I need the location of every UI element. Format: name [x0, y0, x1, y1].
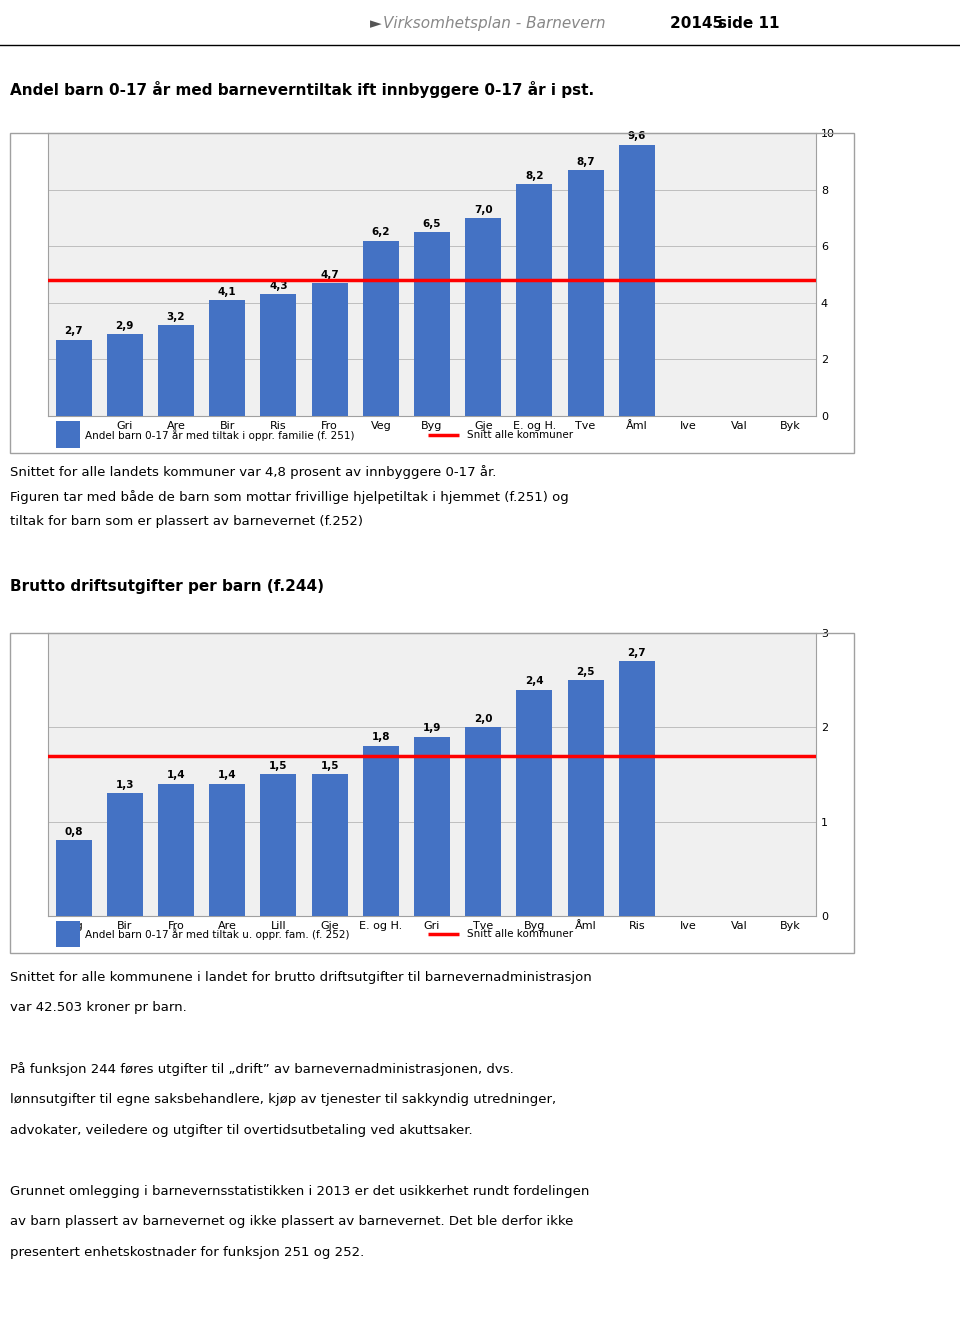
Bar	[158, 325, 194, 416]
Text: Snitt alle kommuner: Snitt alle kommuner	[467, 929, 573, 940]
Text: 7,0: 7,0	[474, 205, 492, 215]
Text: På funksjon 244 føres utgifter til „drift” av barnevernadministrasjonen, dvs.: På funksjon 244 føres utgifter til „drif…	[10, 1062, 514, 1076]
Bar	[414, 232, 450, 416]
Bar	[466, 728, 501, 916]
Text: Figuren tar med både de barn som mottar frivillige hjelpetiltak i hjemmet (f.251: Figuren tar med både de barn som mottar …	[10, 491, 568, 504]
Text: 4,7: 4,7	[321, 269, 339, 280]
Bar	[312, 283, 348, 416]
Text: 20145: 20145	[670, 16, 729, 31]
Text: 1,3: 1,3	[115, 780, 134, 789]
Text: 6,5: 6,5	[422, 219, 442, 229]
Bar	[466, 219, 501, 416]
Bar	[516, 689, 552, 916]
Text: 1,5: 1,5	[269, 761, 288, 770]
Text: var 42.503 kroner pr barn.: var 42.503 kroner pr barn.	[10, 1001, 186, 1014]
Text: 2,7: 2,7	[628, 648, 646, 657]
Text: Andel barn 0-17 år med tiltak u. oppr. fam. (f. 252): Andel barn 0-17 år med tiltak u. oppr. f…	[84, 929, 349, 940]
Text: 9,6: 9,6	[628, 131, 646, 141]
Text: Andel barn 0-17 år med barneverntiltak ift innbyggere 0-17 år i pst.: Andel barn 0-17 år med barneverntiltak i…	[10, 81, 593, 99]
Bar	[56, 840, 91, 916]
Bar	[414, 737, 450, 916]
Text: Andel barn 0-17 år med tiltak i oppr. familie (f. 251): Andel barn 0-17 år med tiltak i oppr. fa…	[84, 429, 354, 440]
Text: Brutto driftsutgifter per barn (f.244): Brutto driftsutgifter per barn (f.244)	[10, 579, 324, 595]
Text: 0,8: 0,8	[64, 826, 83, 837]
Bar	[363, 746, 398, 916]
Text: 1,4: 1,4	[218, 770, 236, 780]
Bar	[56, 340, 91, 416]
Bar	[363, 241, 398, 416]
Text: 2,0: 2,0	[474, 713, 492, 724]
Text: ►: ►	[370, 16, 382, 31]
Text: 2,5: 2,5	[576, 666, 595, 677]
Text: 1,5: 1,5	[321, 761, 339, 770]
Bar	[619, 661, 655, 916]
Text: 1,9: 1,9	[422, 722, 442, 733]
Bar	[158, 784, 194, 916]
Bar	[107, 335, 143, 416]
Bar	[567, 171, 604, 416]
Text: 2,9: 2,9	[115, 320, 134, 331]
Text: tiltak for barn som er plassert av barnevernet (f.252): tiltak for barn som er plassert av barne…	[10, 516, 363, 528]
Bar	[312, 774, 348, 916]
Text: 8,2: 8,2	[525, 171, 543, 181]
Text: lønnsutgifter til egne saksbehandlere, kjøp av tjenester til sakkyndig utredning: lønnsutgifter til egne saksbehandlere, k…	[10, 1093, 556, 1106]
Bar	[209, 784, 245, 916]
Text: 6,2: 6,2	[372, 228, 390, 237]
Bar	[516, 184, 552, 416]
Text: 1,8: 1,8	[372, 732, 390, 742]
Text: Snittet for alle landets kommuner var 4,8 prosent av innbyggere 0-17 år.: Snittet for alle landets kommuner var 4,…	[10, 465, 496, 480]
Text: 3,2: 3,2	[167, 312, 185, 323]
Text: presentert enhetskostnader for funksjon 251 og 252.: presentert enhetskostnader for funksjon …	[10, 1246, 364, 1258]
Text: 4,1: 4,1	[218, 287, 236, 297]
Bar	[107, 793, 143, 916]
Bar	[260, 295, 297, 416]
Bar	[260, 774, 297, 916]
Bar	[209, 300, 245, 416]
Text: 2,7: 2,7	[64, 327, 83, 336]
Text: Snitt alle kommuner: Snitt alle kommuner	[467, 429, 573, 440]
Bar	[56, 921, 81, 948]
Bar	[619, 144, 655, 416]
Text: 1,4: 1,4	[167, 770, 185, 780]
Text: Snittet for alle kommunene i landet for brutto driftsutgifter til barnevernadmin: Snittet for alle kommunene i landet for …	[10, 970, 591, 984]
Text: 8,7: 8,7	[576, 157, 595, 167]
Text: 4,3: 4,3	[269, 281, 288, 291]
Text: Grunnet omlegging i barnevernsstatistikken i 2013 er det usikkerhet rundt fordel: Grunnet omlegging i barnevernsstatistikk…	[10, 1185, 589, 1198]
Bar	[56, 421, 81, 448]
Text: side 11: side 11	[718, 16, 780, 31]
Text: 2,4: 2,4	[525, 676, 543, 686]
Text: Virksomhetsplan - Barnevern: Virksomhetsplan - Barnevern	[383, 16, 611, 31]
Text: advokater, veiledere og utgifter til overtidsutbetaling ved akuttsaker.: advokater, veiledere og utgifter til ove…	[10, 1124, 472, 1137]
Bar	[567, 680, 604, 916]
Text: av barn plassert av barnevernet og ikke plassert av barnevernet. Det ble derfor : av barn plassert av barnevernet og ikke …	[10, 1216, 573, 1228]
